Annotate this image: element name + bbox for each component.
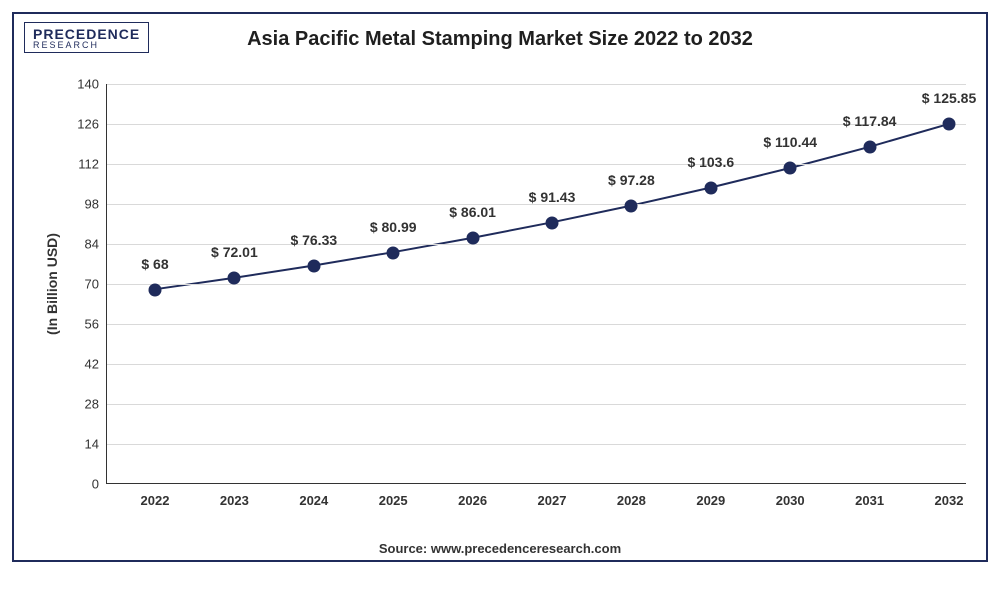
y-tick-label: 84 (59, 237, 99, 252)
data-point (546, 216, 559, 229)
y-tick-label: 42 (59, 357, 99, 372)
x-tick-label: 2027 (538, 493, 567, 508)
gridline (107, 164, 966, 165)
gridline (107, 124, 966, 125)
y-tick-label: 14 (59, 437, 99, 452)
data-point (625, 200, 638, 213)
data-label: $ 91.43 (529, 189, 576, 205)
data-point (466, 232, 479, 245)
y-tick-label: 70 (59, 277, 99, 292)
chart-frame: PRECEDENCE RESEARCH Asia Pacific Metal S… (12, 12, 988, 562)
data-point (784, 162, 797, 175)
data-point (704, 182, 717, 195)
y-tick-label: 140 (59, 77, 99, 92)
x-tick-label: 2023 (220, 493, 249, 508)
gridline (107, 444, 966, 445)
data-point (387, 246, 400, 259)
data-label: $ 125.85 (922, 90, 977, 106)
source-text: Source: www.precedenceresearch.com (14, 541, 986, 556)
y-tick-label: 0 (59, 477, 99, 492)
data-label: $ 86.01 (449, 204, 496, 220)
gridline (107, 364, 966, 365)
y-axis-label: (In Billion USD) (44, 233, 60, 335)
data-label: $ 80.99 (370, 219, 417, 235)
gridline (107, 84, 966, 85)
data-label: $ 76.33 (290, 232, 337, 248)
x-tick-label: 2032 (935, 493, 964, 508)
data-label: $ 103.6 (687, 154, 734, 170)
y-tick-label: 112 (59, 157, 99, 172)
chart-title: Asia Pacific Metal Stamping Market Size … (14, 28, 986, 51)
y-tick-label: 28 (59, 397, 99, 412)
plot-area: 0142842567084981121261402022202320242025… (106, 84, 966, 484)
x-tick-label: 2024 (299, 493, 328, 508)
x-tick-label: 2031 (855, 493, 884, 508)
data-label: $ 72.01 (211, 244, 258, 260)
gridline (107, 404, 966, 405)
data-point (943, 118, 956, 131)
x-tick-label: 2022 (141, 493, 170, 508)
y-tick-label: 98 (59, 197, 99, 212)
x-tick-label: 2026 (458, 493, 487, 508)
x-tick-label: 2025 (379, 493, 408, 508)
data-point (228, 272, 241, 285)
x-tick-label: 2029 (696, 493, 725, 508)
gridline (107, 324, 966, 325)
data-label: $ 117.84 (843, 113, 897, 129)
data-point (149, 283, 162, 296)
x-tick-label: 2030 (776, 493, 805, 508)
data-label: $ 97.28 (608, 172, 655, 188)
y-tick-label: 126 (59, 117, 99, 132)
data-label: $ 68 (141, 256, 168, 272)
data-point (307, 259, 320, 272)
data-point (863, 141, 876, 154)
y-tick-label: 56 (59, 317, 99, 332)
x-tick-label: 2028 (617, 493, 646, 508)
data-label: $ 110.44 (763, 134, 817, 150)
